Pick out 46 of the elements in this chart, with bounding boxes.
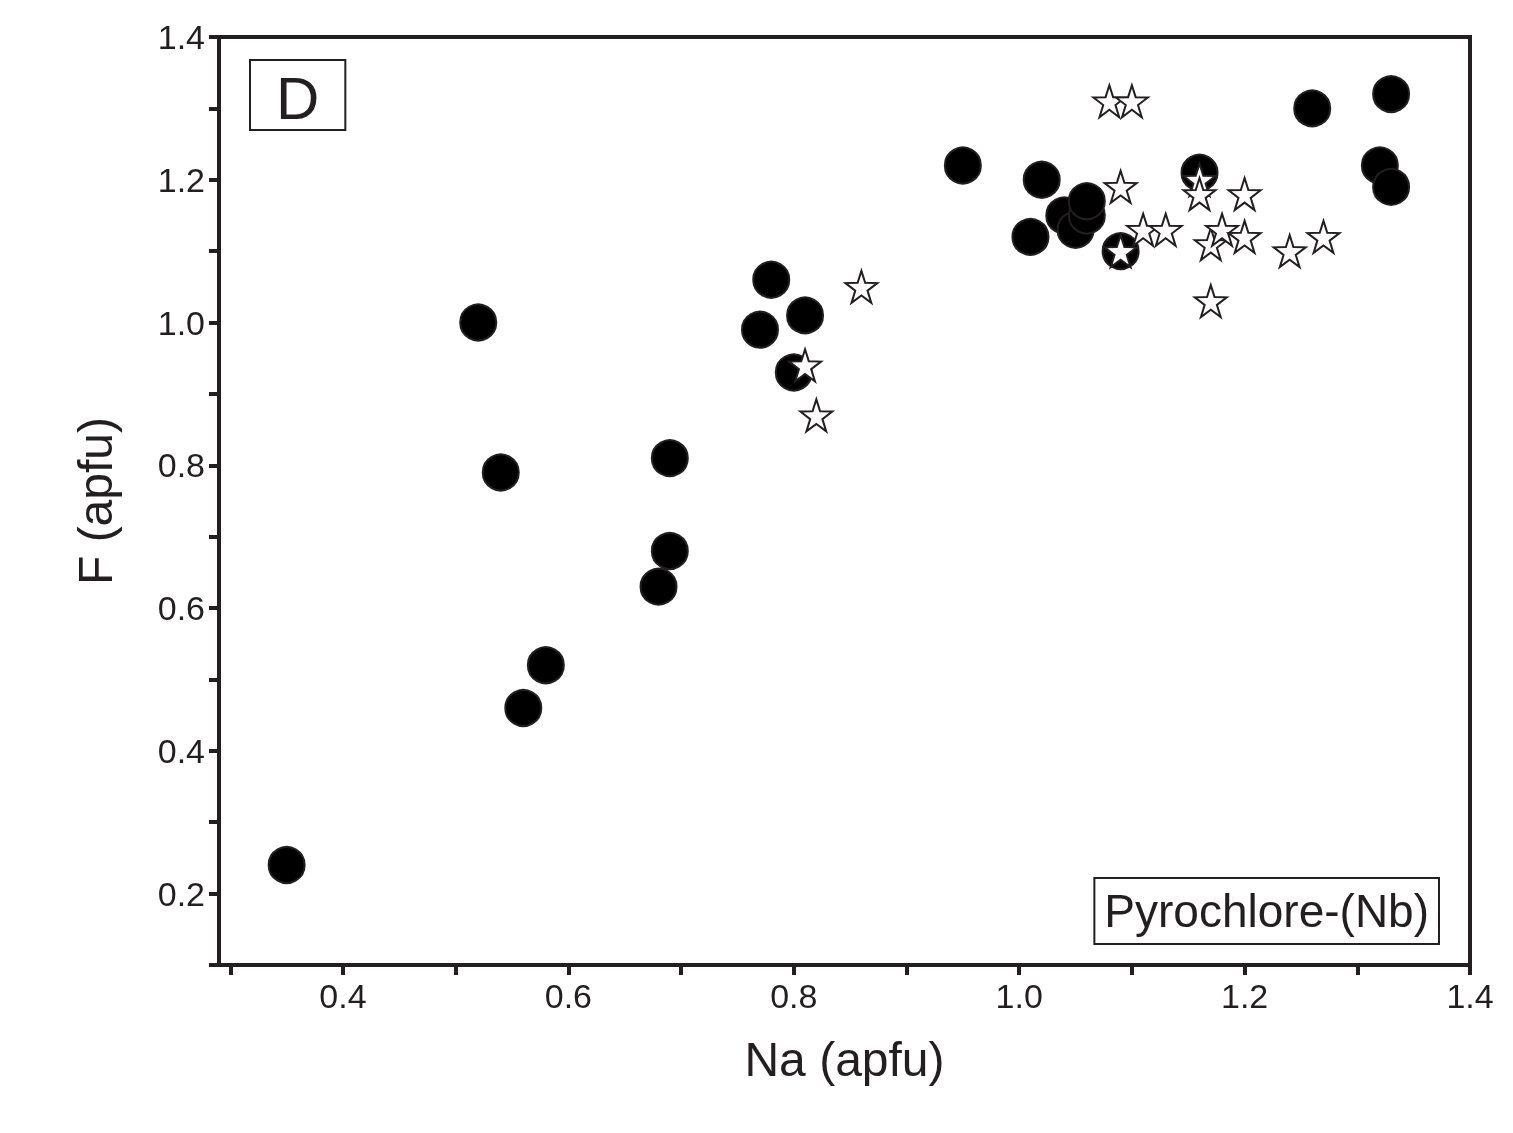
point: [752, 260, 791, 299]
point: [1372, 167, 1411, 206]
point: [1372, 75, 1411, 114]
point: [1067, 182, 1106, 221]
point: [459, 303, 498, 342]
x-tick-label: 1.4: [1446, 977, 1494, 1015]
x-tick-label: 1.2: [1220, 977, 1269, 1015]
point: [1203, 210, 1241, 249]
y-tick-label: 1.2: [157, 160, 205, 199]
point: [504, 689, 543, 728]
point: [1272, 234, 1307, 269]
point: [1102, 167, 1140, 206]
annotation: Pyrochlore-(Nb): [1104, 885, 1430, 937]
point: [788, 348, 823, 383]
y-tick-label: 0.4: [157, 731, 205, 770]
point: [799, 398, 834, 433]
y-tick-label: 0.2: [157, 874, 205, 913]
x-tick-label: 0.4: [319, 977, 367, 1015]
point: [1011, 217, 1050, 256]
y-axis-title: F (apfu): [68, 416, 122, 586]
point: [1148, 210, 1185, 249]
point: [741, 310, 779, 349]
point: [1293, 89, 1332, 128]
point: [650, 439, 689, 478]
point: [1227, 177, 1262, 212]
point: [1193, 284, 1228, 319]
point: [1022, 160, 1061, 199]
x-axis-title: Na (apfu): [744, 1032, 945, 1086]
x-tick-label: 0.6: [544, 977, 593, 1015]
annotation: D: [276, 64, 320, 132]
point: [650, 531, 689, 570]
y-tick-label: 1.0: [157, 303, 205, 342]
y-tick-label: 0.8: [157, 446, 205, 485]
x-tick-label: 1.0: [995, 977, 1043, 1015]
point: [481, 453, 520, 492]
point: [786, 296, 825, 335]
point: [842, 267, 880, 306]
point: [1226, 217, 1264, 256]
point: [267, 846, 306, 885]
point: [526, 646, 565, 685]
point: [1114, 84, 1149, 119]
x-tick-label: 0.8: [770, 977, 818, 1015]
y-tick-label: 0.6: [157, 589, 205, 628]
point: [943, 146, 982, 185]
y-tick-label: 1.4: [157, 18, 205, 56]
point: [639, 567, 678, 606]
